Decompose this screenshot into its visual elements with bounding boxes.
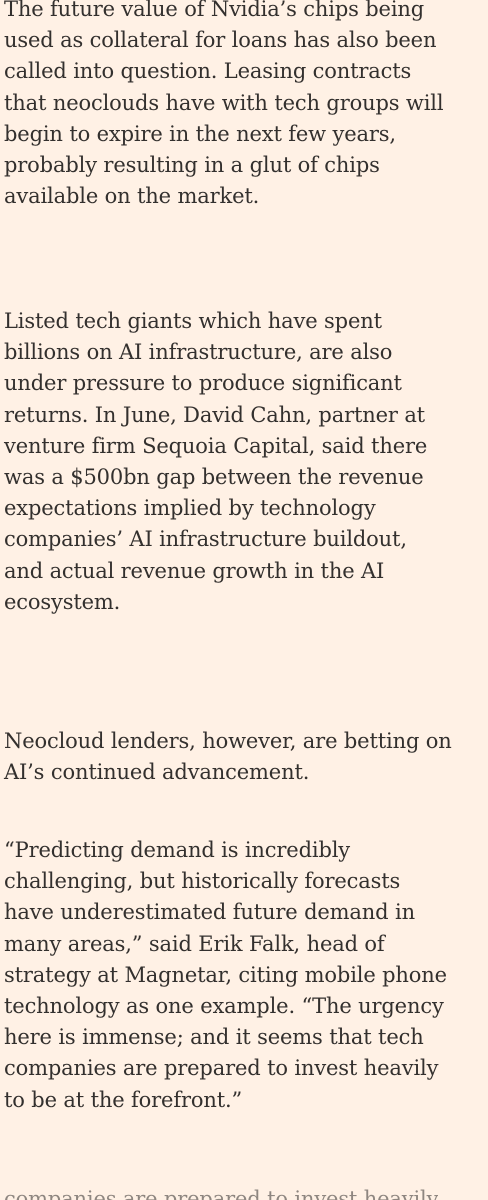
text-line: and actual revenue growth in the AI — [4, 558, 385, 583]
text-line: used as collateral for loans has also be… — [4, 28, 437, 53]
text-line: The future value of Nvidia’s chips being — [4, 0, 425, 21]
cutoff-text-line: companies are prepared to invest heavily — [4, 1187, 439, 1200]
text-line: billions on AI infrastructure, are also — [4, 340, 393, 365]
text-line: challenging, but historically forecasts — [4, 869, 401, 894]
text-line: Listed tech giants which have spent — [4, 309, 382, 333]
text-line: returns. In June, David Cahn, partner at — [4, 402, 425, 427]
text-line: companies are prepared to invest heavily — [4, 1056, 439, 1081]
text-line: Neocloud lenders, however, are betting o… — [4, 729, 452, 753]
text-line: ecosystem. — [4, 589, 121, 614]
text-line: called into question. Leasing contracts — [4, 59, 412, 84]
text-line: have underestimated future demand in — [4, 900, 415, 925]
text-line: to be at the forefront.” — [4, 1087, 243, 1112]
paragraph-collateral: The future value of Nvidia’s chips being… — [4, 0, 444, 212]
text-line: was a $500bn gap between the revenue — [4, 465, 424, 490]
text-line: AI’s continued advancement. — [4, 760, 310, 785]
text-line: begin to expire in the next few years, — [4, 121, 396, 146]
paragraph-neocloud-lenders: Neocloud lenders, however, are betting o… — [4, 726, 452, 788]
text-line: that neoclouds have with tech groups wil… — [4, 90, 444, 115]
text-line: “Predicting demand is incredibly — [4, 838, 351, 862]
text-line: many areas,” said Erik Falk, head of — [4, 931, 385, 956]
text-line: companies’ AI infrastructure buildout, — [4, 527, 407, 552]
paragraph-quote-falk: “Predicting demand is incredibly challen… — [4, 835, 447, 1116]
text-line: venture firm Sequoia Capital, said there — [4, 433, 428, 458]
text-line: probably resulting in a glut of chips — [4, 153, 380, 178]
text-line: expectations implied by technology — [4, 496, 376, 521]
text-line: technology as one example. “The urgency — [4, 994, 444, 1019]
text-line: here is immense; and it seems that tech — [4, 1025, 424, 1050]
text-line: strategy at Magnetar, citing mobile phon… — [4, 962, 447, 987]
paragraph-tech-giants: Listed tech giants which have spent bill… — [4, 306, 427, 618]
text-line: available on the market. — [4, 184, 260, 209]
text-line: under pressure to produce significant — [4, 371, 402, 396]
